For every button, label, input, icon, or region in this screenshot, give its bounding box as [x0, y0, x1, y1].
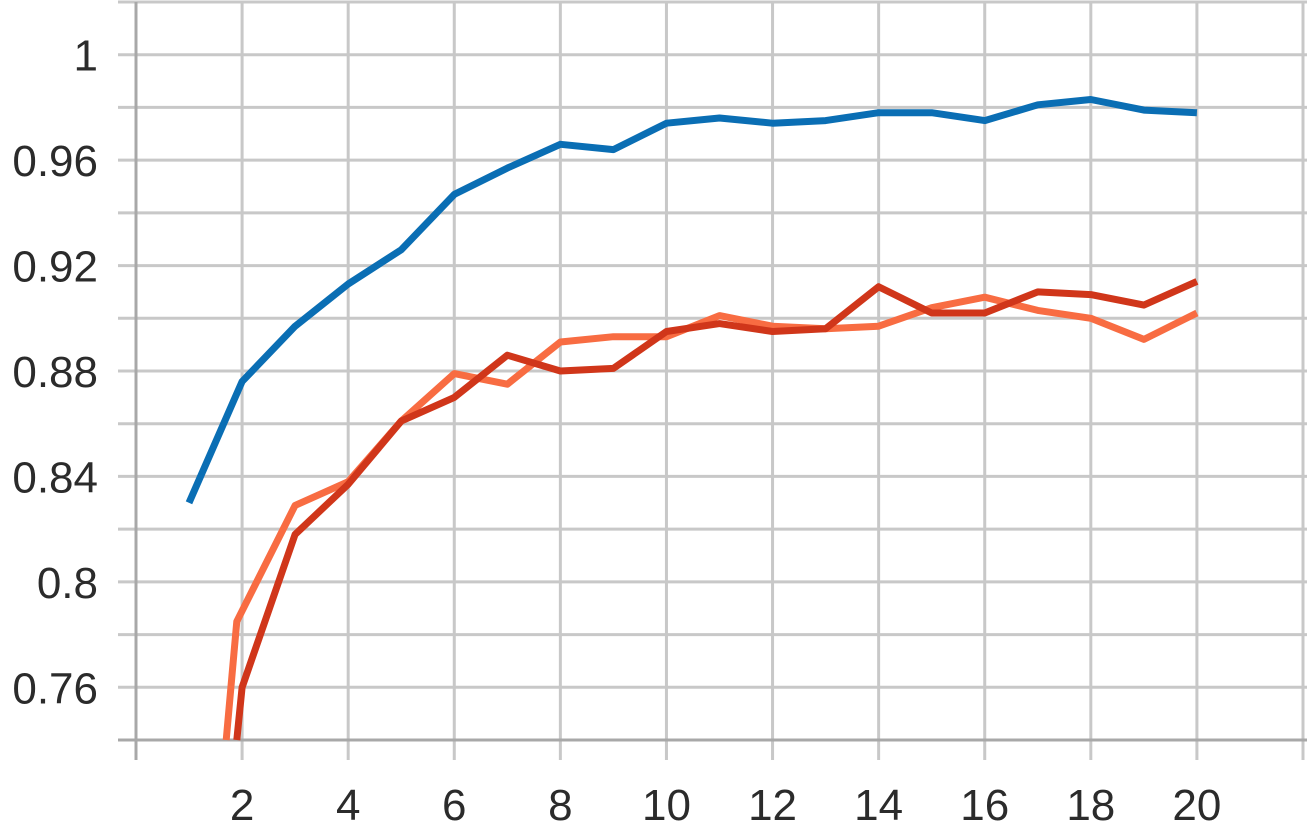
series-line-2 [222, 293, 1199, 741]
x-tick-label: 20 [1172, 781, 1221, 830]
x-tick-label: 8 [548, 781, 572, 830]
series-line-1 [185, 96, 1198, 505]
series-line-3 [233, 278, 1199, 741]
y-tick-label: 0.76 [12, 664, 98, 713]
y-tick-label: 0.88 [12, 348, 98, 397]
y-tick-label: 0.96 [12, 137, 98, 186]
gridlines [118, 0, 1307, 760]
x-tick-label: 14 [854, 781, 903, 830]
y-tick-label: 1 [74, 32, 98, 81]
x-tick-label: 12 [748, 781, 797, 830]
y-tick-label: 0.84 [12, 453, 98, 502]
y-tick-label: 0.8 [37, 559, 98, 608]
x-tick-label: 6 [442, 781, 466, 830]
x-tick-label: 4 [336, 781, 360, 830]
x-tick-label: 18 [1066, 781, 1115, 830]
x-tick-label: 16 [960, 781, 1009, 830]
x-tick-label: 10 [642, 781, 691, 830]
axes [118, 2, 1307, 760]
series-lines [185, 96, 1199, 741]
y-tick-label: 0.92 [12, 243, 98, 292]
x-tick-label: 2 [230, 781, 254, 830]
